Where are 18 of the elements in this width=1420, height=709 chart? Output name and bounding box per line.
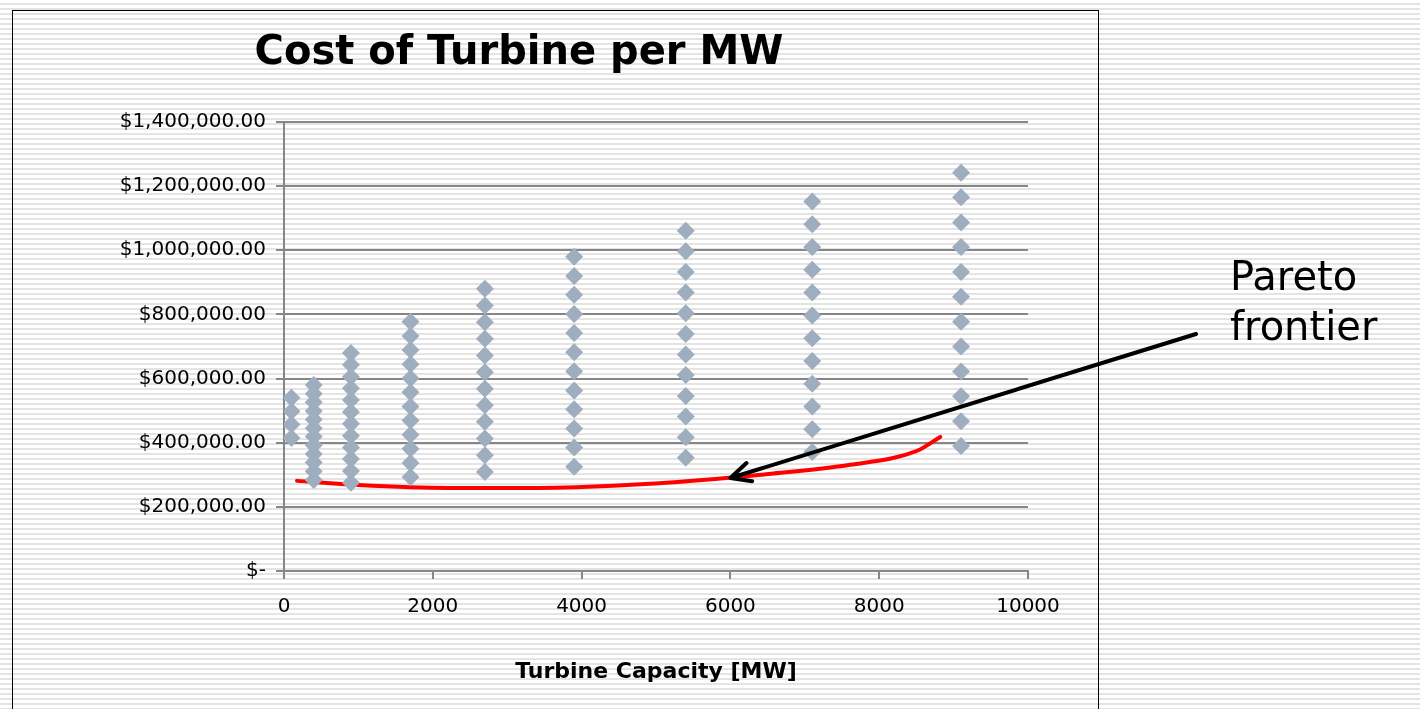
x-tick-label: 8000: [853, 593, 905, 618]
x-axis-title: Turbine Capacity [MW]: [515, 657, 797, 683]
y-tick-label: $1,000,000.00: [119, 236, 266, 261]
x-tick-label: 4000: [556, 593, 608, 618]
y-tick-label: $1,400,000.00: [119, 108, 266, 133]
y-tick-label: $400,000.00: [138, 428, 266, 453]
x-tick-label: 10000: [996, 593, 1060, 618]
y-tick-label: $800,000.00: [138, 300, 266, 325]
x-tick-label: 6000: [704, 593, 756, 618]
y-tick-label: $-: [246, 557, 266, 582]
line-series: [295, 434, 943, 490]
y-tick-label: $200,000.00: [138, 493, 266, 518]
x-tick-label: 2000: [407, 593, 459, 618]
y-tick-label: $1,200,000.00: [119, 172, 266, 197]
annotation: Pareto frontier: [1230, 253, 1378, 349]
y-tick-label: $600,000.00: [138, 364, 266, 389]
x-tick-label: 0: [277, 593, 291, 618]
chart-title: Cost of Turbine per MW: [254, 27, 784, 74]
